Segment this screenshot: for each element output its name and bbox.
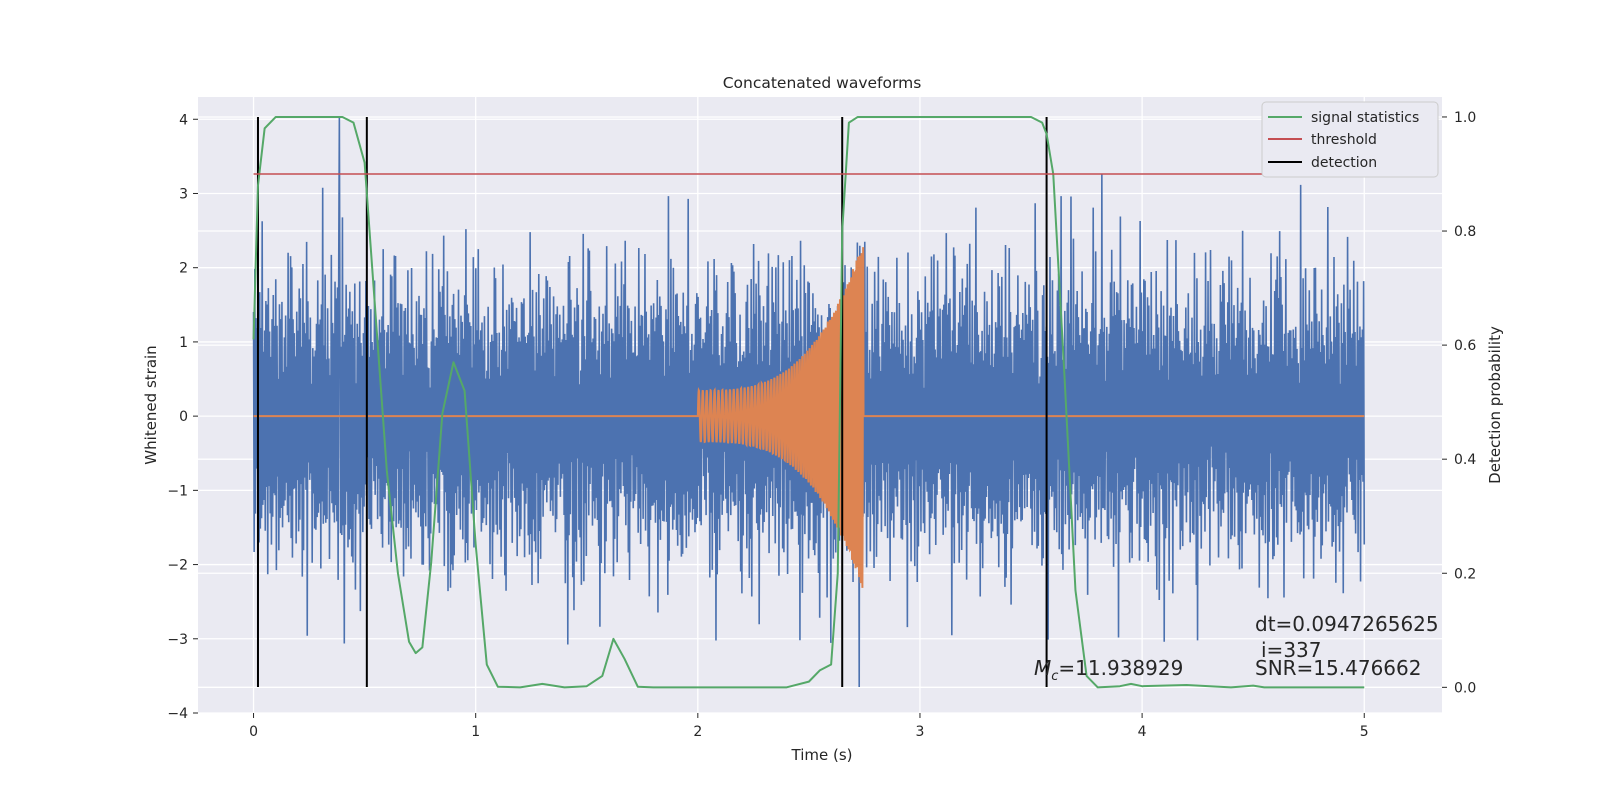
x-tick-label: 1 [471,724,480,740]
x-tick-label: 4 [1138,724,1147,740]
legend-label-detection: detection [1311,155,1377,171]
y-tick-label-left: 0 [179,409,188,425]
y-tick-label-left: −4 [167,706,188,722]
annotation-mc: Mc=11.938929 [1034,656,1183,684]
y-tick-label-left: −1 [167,483,188,499]
y-tick-label-right: 0.8 [1454,224,1476,240]
y-tick-label-left: 4 [179,112,188,128]
y-tick-label-right: 0.0 [1454,680,1476,696]
legend-label-signal: signal statistics [1311,110,1419,126]
y-tick-label-left: −2 [167,558,188,574]
y-tick-label-right: 0.2 [1454,566,1476,582]
y-tick-label-left: 1 [179,335,188,351]
y-axis-label-right: Detection probability [1486,326,1504,484]
annotation-snr: SNR=15.476662 [1255,656,1421,680]
x-tick-label: 0 [249,724,258,740]
y-tick-label-right: 1.0 [1454,110,1476,126]
x-axis-label: Time (s) [791,746,853,764]
annotation-dt: dt=0.0947265625 [1255,612,1439,636]
template-series [253,247,1365,588]
legend: signal statistics threshold detection [1261,101,1439,178]
signal-statistics-line [252,115,1365,689]
traces [252,115,1387,689]
y-tick-label-left: −3 [167,632,188,648]
x-tick-label: 2 [693,724,702,740]
annotation-mc-value: =11.938929 [1058,656,1183,680]
legend-label-threshold: threshold [1311,132,1377,148]
y-tick-label-left: 3 [179,186,188,202]
y-tick-label-right: 0.6 [1454,338,1476,354]
legend-box [1261,101,1439,178]
chart-title: Concatenated waveforms [723,74,922,92]
y-tick-label-right: 0.4 [1454,452,1476,468]
x-tick-label: 3 [916,724,925,740]
x-tick-label: 5 [1360,724,1369,740]
y-axis-label-left: Whitened strain [142,345,160,464]
ticks: 0 1 2 3 4 5 −4 −3 −2 −1 0 1 2 3 4 0.0 0.2 0.4 0.6 0.8 1.0 [167,110,1476,740]
annotation-i: i=337 [1261,638,1322,662]
y-tick-label-left: 2 [179,261,188,277]
